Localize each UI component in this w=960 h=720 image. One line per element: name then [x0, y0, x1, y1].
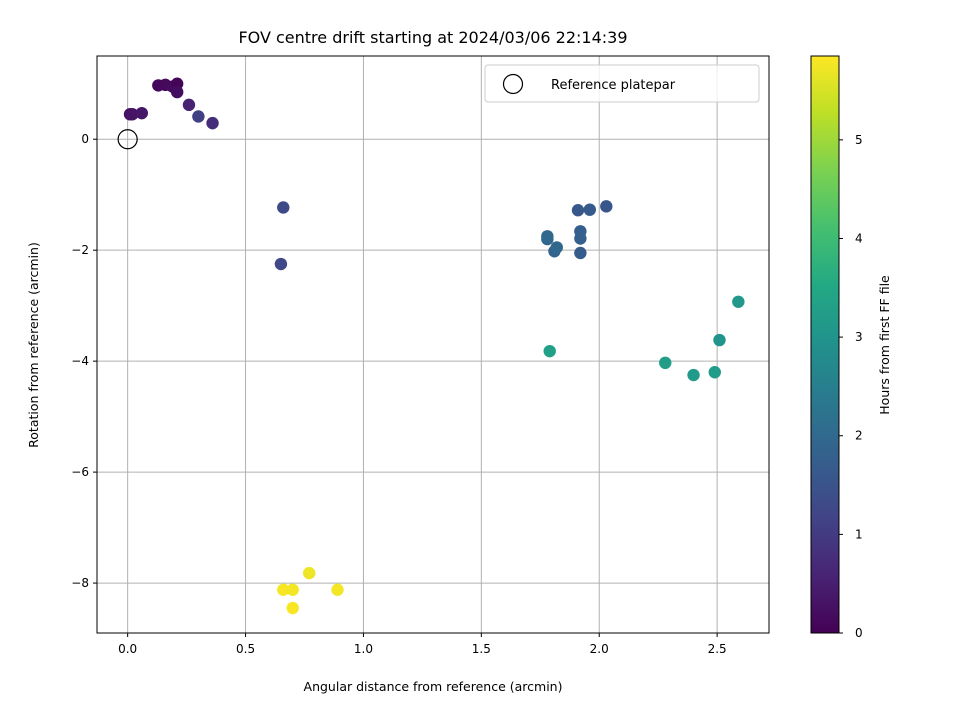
colorbar-tick-label: 5 — [855, 133, 863, 147]
colorbar-label: Hours from first FF file — [877, 275, 892, 415]
data-point — [659, 356, 672, 370]
x-tick-label: 2.5 — [708, 642, 727, 656]
y-axis-label: Rotation from reference (arcmin) — [26, 242, 41, 448]
colorbar-tick-label: 4 — [855, 231, 863, 245]
reference-point — [117, 129, 138, 150]
reference-marker — [117, 129, 138, 150]
data-point — [550, 241, 563, 254]
colorbar-ticks: 0 1 2 3 4 5 — [839, 133, 863, 640]
data-point — [170, 85, 184, 99]
y-tick-label: −2 — [71, 243, 89, 257]
data-point — [543, 344, 556, 358]
x-tick-label: 0.5 — [236, 642, 255, 656]
data-point — [192, 110, 205, 123]
data-point — [574, 246, 587, 260]
legend: Reference platepar — [484, 64, 760, 103]
data-point — [713, 333, 726, 347]
x-tick-label: 1.5 — [472, 642, 491, 656]
colorbar-tick-label: 3 — [855, 330, 863, 344]
data-point — [541, 230, 554, 243]
data-point — [182, 98, 196, 112]
data-point — [126, 108, 139, 121]
data-point — [135, 106, 148, 120]
colorbar-tick-label: 1 — [855, 527, 863, 541]
legend-marker — [502, 73, 524, 95]
data-point — [206, 116, 219, 130]
data-point — [600, 200, 613, 213]
colorbar-tick-label: 0 — [855, 626, 863, 640]
legend-box — [484, 64, 760, 103]
x-tick-label: 2.0 — [590, 642, 609, 656]
data-point — [277, 201, 290, 214]
y-tick-label: −6 — [71, 465, 89, 479]
y-tick-label: 0 — [81, 132, 89, 146]
data-point — [277, 583, 290, 596]
plot-frame — [96, 55, 770, 634]
data-point — [571, 204, 585, 217]
x-axis-ticks: 0.0 0.5 1.0 1.5 2.0 2.5 — [118, 633, 727, 656]
colorbar-tick-label: 2 — [855, 429, 863, 443]
data-point — [303, 566, 316, 580]
colorbar — [810, 55, 840, 634]
y-tick-label: −8 — [71, 576, 89, 590]
data-points — [123, 77, 745, 615]
data-point — [732, 295, 745, 308]
x-tick-label: 1.0 — [354, 642, 373, 656]
data-point — [574, 232, 587, 245]
data-point — [687, 368, 700, 382]
data-point — [286, 601, 299, 615]
data-point — [708, 366, 721, 379]
data-point — [274, 257, 288, 271]
grid-lines — [97, 56, 769, 633]
y-tick-label: −4 — [71, 354, 89, 368]
data-point — [331, 583, 344, 596]
chart-title: FOV centre drift starting at 2024/03/06 … — [238, 28, 627, 47]
x-axis-label: Angular distance from reference (arcmin) — [304, 679, 563, 694]
y-axis-ticks: 0 −2 −4 −6 −8 — [71, 132, 97, 590]
data-point — [286, 583, 299, 596]
legend-entry: Reference platepar — [551, 78, 676, 93]
data-point — [583, 203, 596, 216]
x-tick-label: 0.0 — [118, 642, 137, 656]
